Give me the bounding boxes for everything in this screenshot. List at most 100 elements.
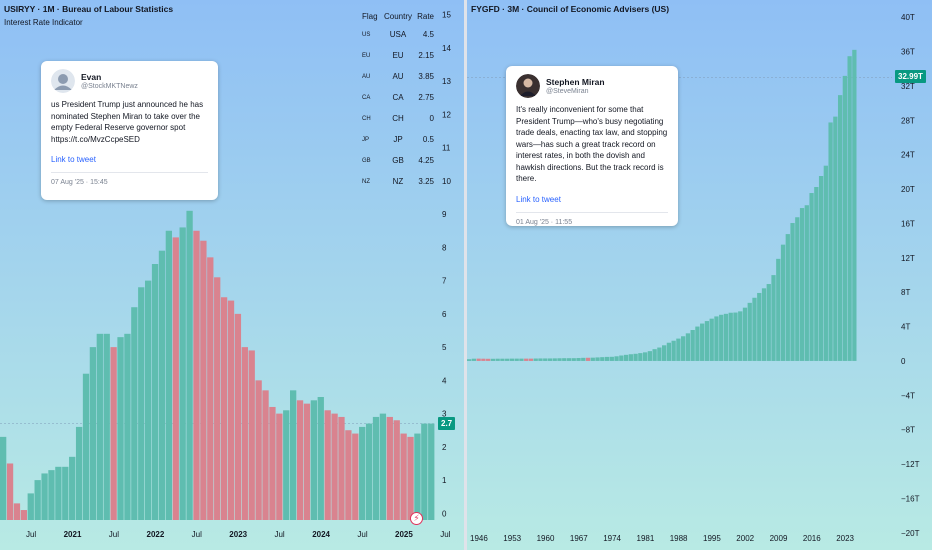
bar[interactable] <box>842 75 847 361</box>
bar[interactable] <box>828 122 833 361</box>
bar[interactable] <box>642 352 648 361</box>
bar[interactable] <box>837 95 843 361</box>
bar[interactable] <box>62 466 69 520</box>
bar[interactable] <box>48 470 55 520</box>
bar[interactable] <box>207 257 214 520</box>
bar[interactable] <box>165 230 173 520</box>
bar[interactable] <box>352 433 359 520</box>
bar[interactable] <box>533 358 538 361</box>
bar[interactable] <box>200 240 207 521</box>
bar[interactable] <box>158 250 166 520</box>
bar[interactable] <box>700 323 705 361</box>
pane-divider[interactable] <box>464 0 467 550</box>
bar[interactable] <box>733 312 738 361</box>
bar[interactable] <box>771 275 776 361</box>
bar[interactable] <box>421 423 428 520</box>
bar[interactable] <box>652 349 657 361</box>
bar[interactable] <box>614 356 619 361</box>
bar[interactable] <box>331 413 338 520</box>
bar[interactable] <box>467 359 472 361</box>
bar[interactable] <box>581 357 586 361</box>
bar[interactable] <box>131 307 138 520</box>
bar[interactable] <box>290 390 297 520</box>
bar[interactable] <box>795 217 800 361</box>
bar[interactable] <box>709 318 714 361</box>
tweet-card-evan[interactable]: Evan @StockMKTNewz us President Trump ju… <box>41 61 218 200</box>
bar[interactable] <box>814 187 819 361</box>
bar[interactable] <box>576 358 581 361</box>
bar[interactable] <box>6 463 14 520</box>
bar[interactable] <box>609 356 614 361</box>
bar[interactable] <box>255 380 262 520</box>
bar[interactable] <box>519 358 524 361</box>
bar[interactable] <box>552 358 557 361</box>
bar[interactable] <box>186 210 193 520</box>
bar[interactable] <box>481 358 486 361</box>
bar[interactable] <box>296 400 304 520</box>
bar[interactable] <box>738 311 743 361</box>
bar[interactable] <box>505 358 510 361</box>
bar[interactable] <box>248 350 255 520</box>
bar[interactable] <box>359 426 366 520</box>
bar[interactable] <box>557 358 562 361</box>
bar[interactable] <box>89 347 97 520</box>
bar[interactable] <box>604 356 610 361</box>
bar[interactable] <box>676 338 681 361</box>
bar[interactable] <box>662 345 667 361</box>
bar[interactable] <box>96 333 103 520</box>
bar[interactable] <box>528 358 534 361</box>
bar[interactable] <box>214 277 221 520</box>
bar[interactable] <box>847 56 852 361</box>
tweet-link[interactable]: Link to tweet <box>51 155 96 164</box>
bar[interactable] <box>547 358 553 361</box>
bar[interactable] <box>562 358 567 361</box>
bar[interactable] <box>685 333 691 361</box>
bar[interactable] <box>55 466 62 520</box>
bar[interactable] <box>407 436 414 520</box>
bar[interactable] <box>833 116 838 361</box>
bar[interactable] <box>761 288 767 361</box>
bar[interactable] <box>623 354 629 361</box>
bar[interactable] <box>41 473 48 520</box>
bar[interactable] <box>809 193 814 361</box>
bar[interactable] <box>345 430 352 520</box>
bar[interactable] <box>13 503 21 520</box>
bar[interactable] <box>543 358 548 361</box>
bar[interactable] <box>690 330 695 361</box>
bar[interactable] <box>486 358 491 361</box>
bar[interactable] <box>600 357 605 361</box>
bar[interactable] <box>117 337 124 520</box>
bar[interactable] <box>151 264 159 520</box>
bar[interactable] <box>852 49 857 361</box>
bar[interactable] <box>585 357 591 361</box>
bar[interactable] <box>633 353 638 361</box>
right-chart-pane[interactable]: 40T 36T 32T 28T 24T 20T 16T 12T 8T 4T 0 −4T −8T −12T −… <box>467 0 932 550</box>
bar[interactable] <box>514 358 519 361</box>
bar[interactable] <box>785 234 790 361</box>
bar[interactable] <box>372 416 380 520</box>
bar[interactable] <box>476 358 481 361</box>
bar[interactable] <box>393 420 400 520</box>
bar[interactable] <box>34 480 41 520</box>
bar[interactable] <box>269 406 276 520</box>
bar[interactable] <box>471 358 477 361</box>
bar[interactable] <box>566 358 572 361</box>
bar[interactable] <box>82 373 90 520</box>
bar[interactable] <box>714 316 719 361</box>
bar[interactable] <box>766 284 771 361</box>
bar[interactable] <box>145 280 152 520</box>
bar[interactable] <box>27 493 34 520</box>
bar[interactable] <box>728 312 733 361</box>
bar[interactable] <box>324 410 331 520</box>
bar[interactable] <box>595 357 600 361</box>
bar[interactable] <box>790 223 795 361</box>
federal-debt-chart[interactable]: 40T 36T 32T 28T 24T 20T 16T 12T 8T 4T 0 −4T −8T −12T −… <box>467 0 932 550</box>
bar[interactable] <box>379 413 387 520</box>
bar[interactable] <box>69 456 76 520</box>
bar[interactable] <box>400 433 407 520</box>
bar[interactable] <box>799 208 805 361</box>
bar[interactable] <box>241 347 248 520</box>
bar[interactable] <box>666 342 672 361</box>
bar[interactable] <box>75 426 83 520</box>
bar[interactable] <box>804 205 809 361</box>
